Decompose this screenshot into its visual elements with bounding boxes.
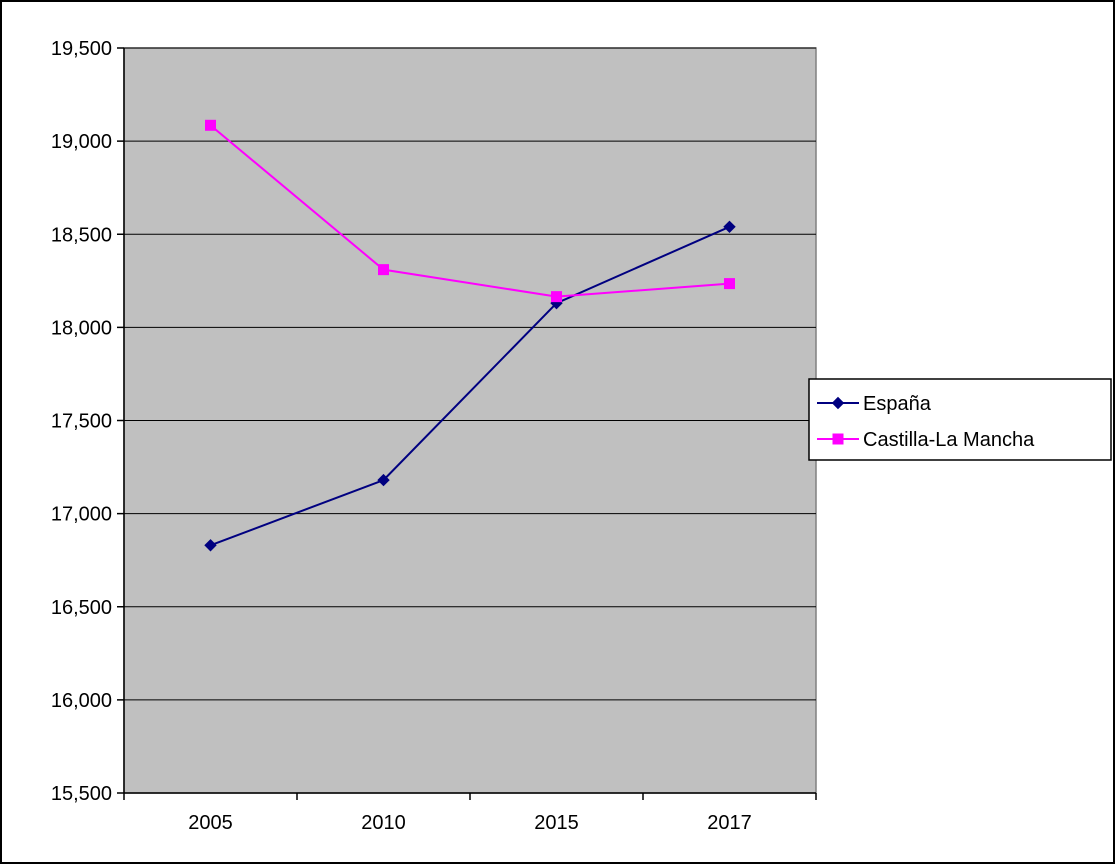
series-2-point xyxy=(551,291,562,303)
series-lines xyxy=(209,124,730,547)
legend-marker xyxy=(831,396,845,410)
x-tick-label: 2005 xyxy=(188,812,233,834)
series-1-point xyxy=(377,473,390,487)
series-1-point xyxy=(723,220,736,234)
y-tick-label: 17,500 xyxy=(51,411,112,433)
y-tick-label: 19,000 xyxy=(51,131,112,153)
legend-marker xyxy=(832,433,844,445)
x-tick-label: 2017 xyxy=(707,812,752,834)
series-line-1 xyxy=(210,225,730,547)
series-2-point xyxy=(724,278,735,290)
y-tick-label: 19,500 xyxy=(51,38,112,60)
legend-label: Castilla-La Mancha xyxy=(863,429,1035,451)
y-tick-label: 18,000 xyxy=(51,317,112,339)
x-tick-label: 2010 xyxy=(361,812,406,834)
legend-box xyxy=(808,378,1112,461)
y-tick-labels: 15,500 16,000 16,500 17,000 17,500 18,000 18,5… xyxy=(51,38,112,805)
y-tick-label: 17,000 xyxy=(51,504,112,526)
x-tick-labels: 2005 2010 2015 2017 xyxy=(188,812,752,834)
series-markers xyxy=(204,119,736,552)
y-tick-label: 18,500 xyxy=(51,224,112,246)
legend-label: España xyxy=(863,393,932,415)
y-tick-label: 16,000 xyxy=(51,690,112,712)
y-tick-label: 16,500 xyxy=(51,597,112,619)
y-tick-label: 15,500 xyxy=(51,783,112,805)
axes xyxy=(117,47,817,800)
gridlines xyxy=(124,47,816,701)
series-1-point xyxy=(204,539,217,552)
legend: España Castilla-La Mancha xyxy=(808,378,1112,461)
series-line-2 xyxy=(209,124,730,298)
series-2-point xyxy=(205,119,216,131)
x-tick-label: 2015 xyxy=(534,812,579,834)
series-2-point xyxy=(378,264,389,276)
